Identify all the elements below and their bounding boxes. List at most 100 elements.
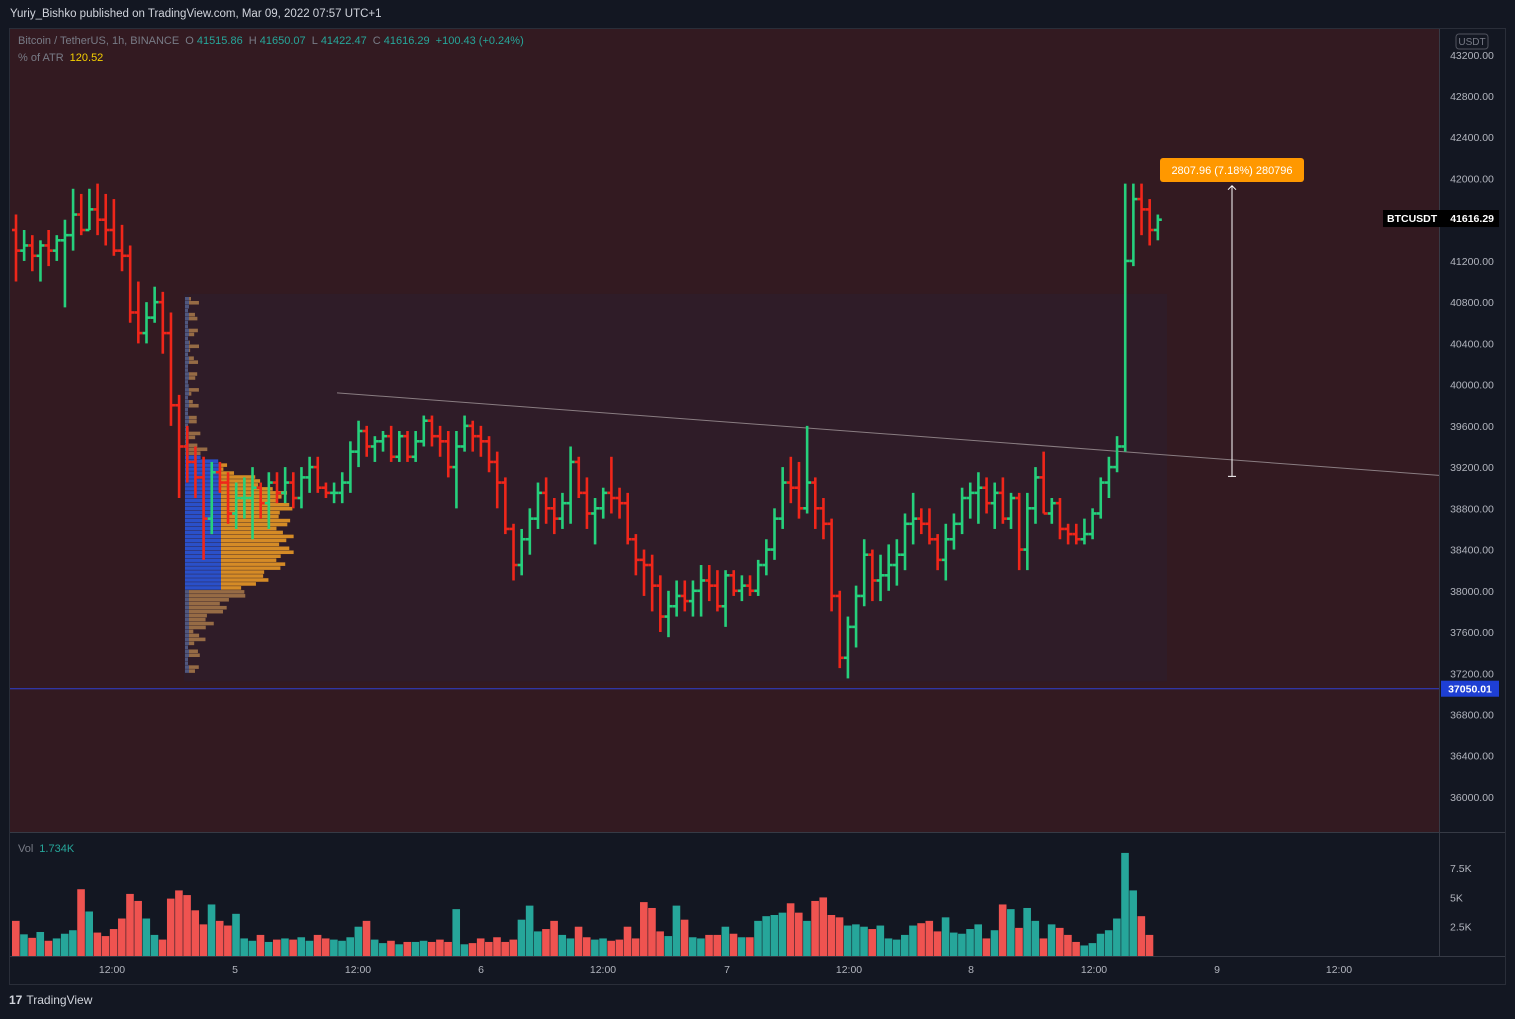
ohlc-bar — [419, 415, 428, 447]
volume-bar — [403, 941, 412, 956]
profile-row-buy — [185, 598, 189, 602]
volume-bar — [754, 920, 762, 956]
volume-bar — [640, 902, 648, 956]
volume-bar — [12, 920, 20, 956]
volume-bar — [224, 925, 232, 956]
ohlc-bar — [803, 425, 812, 514]
volume-bar — [240, 938, 248, 956]
ohlc-bar — [705, 565, 714, 602]
profile-row-sell — [221, 574, 264, 578]
volume-bar — [688, 937, 697, 956]
profile-row-buy — [185, 570, 221, 574]
profile-row-buy — [185, 376, 189, 380]
volume-bar — [713, 934, 722, 956]
high-label: H — [248, 35, 257, 47]
ohlc-bar — [191, 446, 200, 499]
profile-row-buy — [185, 586, 221, 590]
ohlc-bar — [215, 461, 224, 493]
ohlc-bar — [754, 559, 763, 596]
volume-bar — [1031, 920, 1040, 956]
footer-brand[interactable]: 17 TradingView — [9, 993, 92, 1007]
profile-row-sell — [221, 510, 280, 515]
time-tick-label: 7 — [724, 964, 730, 976]
profile-row-sell — [221, 479, 261, 483]
volume-bar — [427, 941, 436, 956]
close-label: C — [372, 35, 381, 47]
volume-bar — [199, 924, 208, 956]
profile-row-buy — [185, 637, 189, 642]
price-tick-label: 42400.00 — [1450, 132, 1494, 144]
ohlc-bar — [485, 436, 494, 473]
ohlc-bar — [509, 523, 518, 581]
volume-bar — [607, 940, 615, 956]
volume-bar — [574, 926, 583, 956]
ohlc-bar — [330, 482, 339, 504]
profile-row-buy — [185, 403, 189, 408]
volume-legend[interactable]: Vol 1.734K — [18, 843, 74, 855]
ohlc-bar — [1055, 498, 1064, 540]
profile-row-buy — [185, 617, 189, 622]
profile-row-buy — [185, 372, 189, 376]
profile-row-sell — [189, 601, 220, 606]
volume-bar — [77, 889, 85, 956]
ohlc-bar — [631, 534, 640, 576]
ohlc-bar — [362, 425, 371, 457]
profile-row-buy — [185, 459, 219, 463]
profile-row-buy — [185, 601, 189, 606]
price-tick-label: 42800.00 — [1450, 91, 1494, 103]
volume-bar — [411, 941, 420, 956]
ohlc-bar — [574, 456, 583, 499]
volume-bar — [191, 910, 200, 956]
volume-bar — [289, 939, 297, 956]
profile-row-buy — [185, 562, 221, 566]
profile-row-buy — [185, 352, 188, 357]
profile-row-sell — [221, 558, 277, 562]
ohlc-bar — [860, 539, 869, 607]
volume-bar — [436, 939, 444, 956]
volume-bar — [476, 938, 485, 956]
ohlc-bar — [36, 240, 45, 282]
ohlc-bar — [207, 461, 216, 535]
atr-value: 120.52 — [69, 52, 104, 64]
volume-bar — [419, 940, 428, 956]
profile-row-buy — [185, 348, 189, 353]
volume-bar — [925, 920, 934, 956]
profile-row-sell — [221, 546, 290, 551]
profile-row-sell — [221, 463, 228, 467]
ohlc-bar — [44, 230, 53, 267]
volume-bar — [1072, 941, 1080, 956]
volume-bar — [958, 933, 966, 956]
volume-bar — [444, 941, 452, 956]
profile-row-sell — [221, 506, 293, 511]
volume-bar — [330, 939, 338, 956]
volume-bar — [264, 941, 273, 956]
ohlc-bar — [134, 281, 143, 344]
volume-bar — [819, 897, 828, 956]
symbol-name[interactable]: Bitcoin / TetherUS, 1h, BINANCE — [18, 35, 180, 47]
ohlc-bar — [77, 193, 86, 236]
volume-bar — [786, 903, 795, 956]
ohlc-bar — [974, 472, 983, 524]
price-tick-label: 37200.00 — [1450, 668, 1494, 680]
ohlc-bar — [721, 570, 730, 627]
price-tick-label: 42000.00 — [1450, 173, 1494, 185]
profile-row-buy — [185, 324, 188, 329]
atr-legend[interactable]: % of ATR 120.52 — [18, 52, 103, 64]
volume-bar — [370, 939, 379, 956]
ohlc-bar — [1039, 451, 1048, 515]
profile-row-sell — [221, 550, 294, 555]
volume-bar — [379, 943, 387, 956]
profile-row-sell — [221, 542, 280, 547]
change-value: +100.43 (+0.24%) — [435, 35, 524, 47]
time-tick-label: 12:00 — [99, 964, 125, 976]
ohlc-bar — [868, 549, 877, 602]
ohlc-bar — [289, 472, 298, 509]
volume-bar — [134, 900, 142, 956]
ohlc-bar — [664, 590, 673, 638]
profile-row-sell — [221, 570, 265, 574]
ohlc-bar — [248, 467, 257, 540]
profile-row-buy — [185, 415, 189, 420]
ohlc-bar — [835, 590, 844, 669]
currency-box — [1455, 33, 1489, 50]
